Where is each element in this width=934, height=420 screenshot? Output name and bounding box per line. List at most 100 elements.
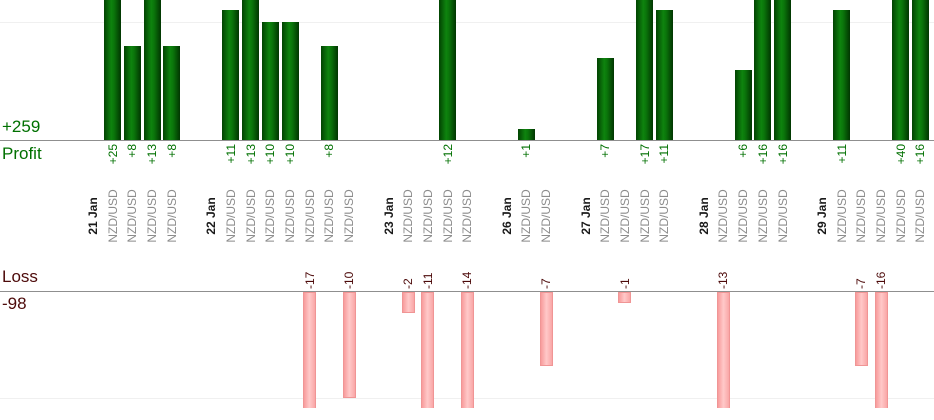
profit-bar-label: +8	[164, 144, 179, 158]
symbol-label: NZD/USD	[243, 189, 258, 243]
symbol-label: NZD/USD	[223, 189, 238, 243]
date-label: 27 Jan	[578, 197, 593, 235]
profit-bar	[439, 0, 457, 141]
date-label: 21 Jan	[86, 197, 100, 235]
profit-bar	[320, 45, 338, 141]
profit-axis-line	[0, 139, 934, 141]
profit-bar	[281, 22, 299, 141]
loss-bar	[421, 292, 435, 408]
symbol-label: NZD/USD	[342, 189, 357, 243]
profit-bar-label: +1	[519, 144, 534, 158]
loss-bar-label: -2	[401, 278, 416, 289]
loss-bar-label: -17	[302, 271, 317, 289]
profit-bar	[104, 0, 122, 141]
symbol-label: NZD/USD	[145, 189, 160, 243]
symbol-label: NZD/USD	[164, 189, 179, 243]
symbol-label: NZD/USD	[913, 189, 928, 243]
loss-bar	[874, 292, 888, 408]
profit-bar	[163, 45, 181, 141]
loss-bar	[539, 292, 553, 367]
symbol-label: NZD/USD	[598, 189, 613, 243]
loss-bar	[854, 292, 868, 367]
profit-total: +259	[2, 117, 41, 136]
profit-bar-label: +13	[145, 144, 160, 165]
symbol-label: NZD/USD	[854, 189, 869, 243]
date-label: 22 Jan	[204, 197, 219, 235]
symbol-label: NZD/USD	[657, 189, 672, 243]
loss-bar-label: -16	[874, 271, 888, 289]
loss-bar	[401, 292, 415, 314]
loss-bar-label: -7	[854, 278, 869, 289]
profit-bar-label: +17	[637, 144, 652, 165]
loss-bar-label: -11	[420, 272, 435, 289]
loss-bar	[460, 292, 474, 408]
profit-bar	[123, 45, 141, 141]
symbol-label: NZD/USD	[874, 189, 888, 243]
profit-bar	[734, 69, 752, 141]
loss-bar-label: -7	[539, 278, 554, 289]
date-label: 28 Jan	[696, 197, 711, 235]
loss-plot-area	[0, 292, 934, 408]
symbol-label: NZD/USD	[460, 189, 475, 243]
symbol-label: NZD/USD	[125, 189, 140, 243]
profit-bar	[242, 0, 260, 141]
symbol-label: NZD/USD	[302, 189, 317, 243]
profit-bar-label: +8	[322, 144, 337, 158]
profit-bar-label: +16	[913, 144, 928, 165]
profit-bar-label: +6	[736, 144, 751, 158]
profit-bar-label: +10	[263, 144, 278, 165]
symbol-label: NZD/USD	[420, 189, 435, 243]
loss-bar-label: -10	[342, 271, 357, 289]
symbol-label: NZD/USD	[519, 189, 534, 243]
symbol-label: NZD/USD	[617, 189, 632, 243]
profit-bar	[892, 0, 910, 141]
symbol-label: NZD/USD	[775, 189, 790, 243]
profit-bar	[754, 0, 772, 141]
profit-bar	[655, 10, 673, 141]
profit-bar	[911, 0, 929, 141]
profit-axis-label: Profit	[2, 144, 42, 163]
profit-gridline	[0, 22, 934, 23]
profit-bar	[517, 129, 535, 141]
symbol-label: NZD/USD	[834, 189, 849, 243]
profit-bar-label: +7	[598, 144, 613, 158]
symbol-label: NZD/USD	[263, 189, 278, 243]
loss-bar-label: -14	[460, 271, 475, 289]
symbol-label: NZD/USD	[736, 189, 751, 243]
loss-axis-label: Loss	[2, 267, 38, 286]
profit-bar-label: +10	[283, 144, 297, 165]
profit-bar-label: +25	[105, 144, 120, 165]
symbol-label: NZD/USD	[283, 189, 297, 243]
symbol-label: NZD/USD	[539, 189, 554, 243]
symbol-label: NZD/USD	[893, 189, 908, 243]
symbol-label: NZD/USD	[637, 189, 652, 243]
symbol-label: NZD/USD	[322, 189, 337, 243]
date-label: 29 Jan	[814, 197, 829, 235]
profit-bar	[636, 0, 654, 141]
profit-bar-label: +11	[657, 144, 672, 164]
profit-bar	[261, 22, 279, 141]
profit-bar-label: +8	[125, 144, 140, 158]
loss-bar-label: -13	[716, 271, 731, 289]
profit-bar-label: +16	[775, 144, 790, 165]
profit-plot-area	[0, 0, 934, 141]
profit-bar	[596, 57, 614, 141]
symbol-label: NZD/USD	[716, 189, 731, 243]
symbol-label: NZD/USD	[755, 189, 770, 243]
profit-bar-label: +16	[755, 144, 770, 165]
symbol-label: NZD/USD	[105, 189, 120, 243]
profit-bar	[774, 0, 791, 141]
profit-bar-label: +12	[440, 144, 455, 165]
loss-bar	[342, 292, 356, 399]
profit-bar-label: +11	[834, 144, 849, 164]
profit-bar-label: +40	[893, 144, 908, 165]
loss-bar	[716, 292, 730, 408]
symbol-label: NZD/USD	[401, 189, 416, 243]
loss-bar-label: -1	[617, 278, 632, 289]
profit-bar	[833, 10, 851, 141]
loss-bar	[618, 292, 632, 303]
date-label: 23 Jan	[381, 197, 396, 235]
profit-bar	[222, 10, 240, 141]
date-label: 26 Jan	[499, 197, 514, 235]
